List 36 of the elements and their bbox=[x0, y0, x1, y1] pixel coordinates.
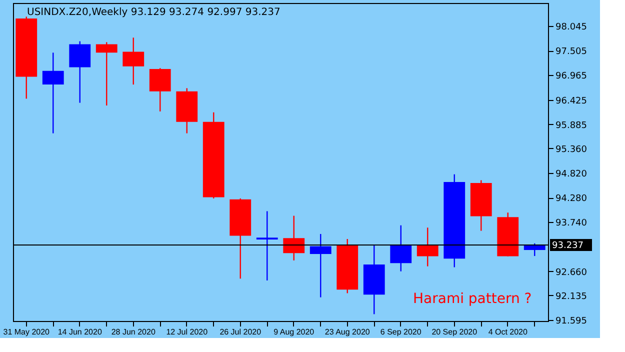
candlestick bbox=[416, 227, 438, 267]
candlestick bbox=[149, 68, 171, 112]
x-tick-label: 26 Jul 2020 bbox=[220, 328, 262, 336]
candlestick bbox=[310, 233, 332, 298]
y-tick-label: 95.885 bbox=[556, 120, 587, 131]
candlestick bbox=[256, 210, 278, 282]
y-tick-label: 96.425 bbox=[556, 96, 587, 106]
x-tick-label: 31 May 2020 bbox=[3, 328, 50, 336]
y-tick-label: 96.965 bbox=[556, 72, 587, 82]
y-tick-label: 94.820 bbox=[556, 169, 588, 180]
x-tick-label: 4 Oct 2020 bbox=[488, 328, 528, 336]
x-tick-label: 23 Aug 2020 bbox=[324, 328, 370, 336]
candlestick bbox=[390, 224, 412, 272]
x-tick-label: 9 Aug 2020 bbox=[274, 328, 315, 336]
x-tick-label: 6 Sep 2020 bbox=[380, 328, 422, 336]
y-tick-label: 97.505 bbox=[556, 47, 587, 58]
x-tick-label: 28 Jun 2020 bbox=[111, 328, 156, 336]
x-tick-label: 20 Sep 2020 bbox=[432, 328, 478, 336]
x-tick-label: 14 Jun 2020 bbox=[58, 328, 102, 336]
candlestick bbox=[122, 37, 144, 86]
ref-line-label: 93.237 bbox=[552, 241, 584, 252]
y-tick-label: 98.045 bbox=[556, 22, 587, 33]
x-tick-label: 12 Jul 2020 bbox=[166, 328, 208, 336]
candlestick bbox=[42, 52, 64, 134]
y-tick-label: 93.740 bbox=[556, 218, 588, 229]
candlestick bbox=[69, 40, 91, 104]
chart-title: USINDX.Z20,Weekly 93.129 93.274 92.997 93.237 bbox=[27, 7, 280, 18]
candlestick bbox=[524, 242, 546, 257]
y-tick-label: 91.595 bbox=[556, 316, 587, 326]
y-tick-label: 95.360 bbox=[556, 144, 588, 155]
candlestick bbox=[283, 215, 305, 262]
candlestick bbox=[96, 42, 118, 106]
y-tick-label: 94.280 bbox=[556, 194, 588, 204]
y-tick-label: 92.135 bbox=[556, 292, 587, 302]
y-tick-label: 92.660 bbox=[556, 268, 588, 278]
annotation: Harami pattern ? bbox=[413, 291, 532, 307]
